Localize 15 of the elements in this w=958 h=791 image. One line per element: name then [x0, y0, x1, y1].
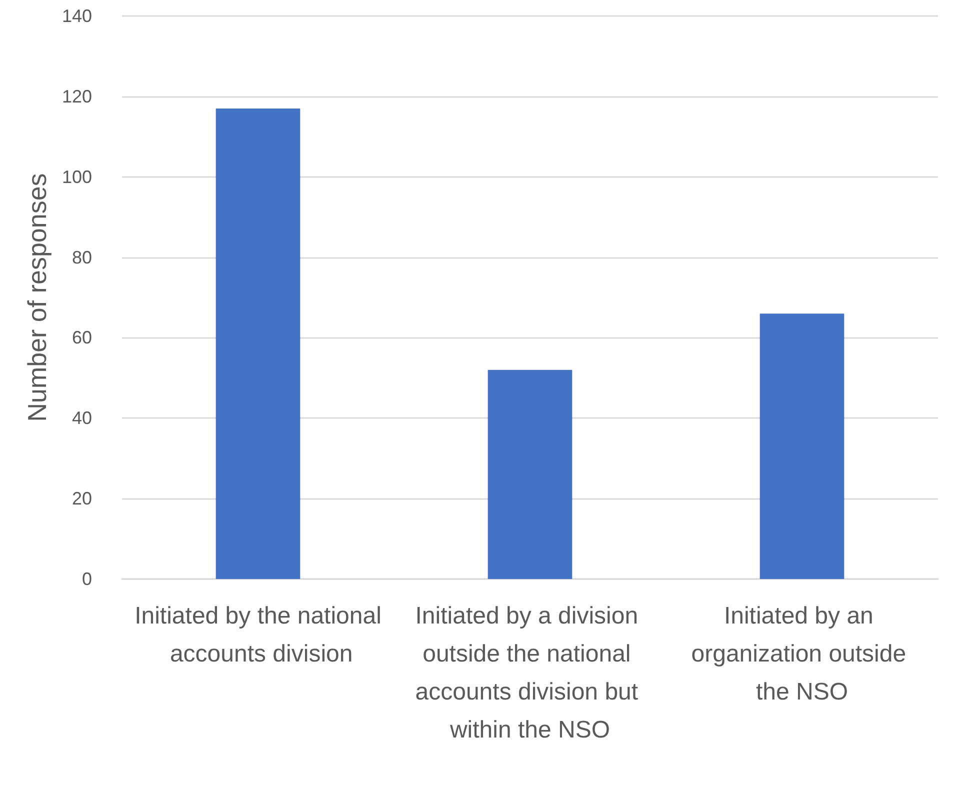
- y-tick-label: 60: [72, 328, 92, 348]
- x-tick-label: Initiated by a division outside the national accounts division but within the NSO: [415, 602, 645, 744]
- y-tick-label: 80: [72, 247, 92, 268]
- y-axis-title: Number of responses: [22, 173, 52, 422]
- bar: [760, 314, 844, 579]
- y-tick-label: 40: [72, 408, 92, 428]
- x-tick-label: Initiated by the national accounts division: [134, 602, 382, 668]
- bar: [488, 370, 572, 579]
- y-tick-label: 20: [72, 488, 92, 509]
- x-tick-label: Initiated by an organization outside the NSO: [691, 602, 913, 706]
- y-tick-label: 140: [62, 6, 92, 26]
- bar: [216, 108, 300, 579]
- y-tick-label: 120: [62, 86, 92, 106]
- y-tick-label: 0: [82, 569, 92, 589]
- y-tick-label: 100: [62, 166, 92, 187]
